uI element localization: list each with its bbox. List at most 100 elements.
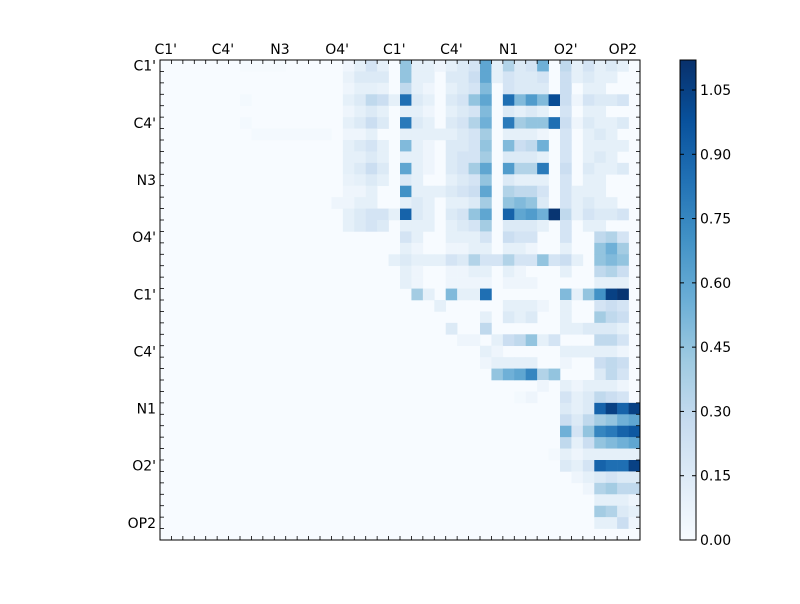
heatmap-cell bbox=[342, 208, 355, 221]
heatmap-cell bbox=[377, 60, 389, 72]
heatmap-cell bbox=[354, 174, 367, 187]
heatmap-cell bbox=[457, 208, 469, 221]
heatmap-cell bbox=[354, 208, 367, 221]
heatmap-cell bbox=[502, 254, 515, 267]
heatmap-cell bbox=[502, 277, 515, 289]
heatmap-cell bbox=[445, 128, 458, 141]
heatmap-cell bbox=[457, 105, 469, 118]
heatmap-cell bbox=[617, 448, 629, 461]
heatmap-cell bbox=[457, 277, 469, 289]
heatmap-cell bbox=[445, 265, 458, 278]
heatmap-cell bbox=[285, 128, 298, 141]
heatmap-cell bbox=[422, 220, 435, 232]
heatmap-cell bbox=[445, 105, 458, 118]
heatmap-cell bbox=[582, 391, 595, 404]
heatmap-cell bbox=[605, 380, 618, 392]
heatmap-cell bbox=[388, 208, 401, 221]
heatmap-cell bbox=[617, 288, 629, 301]
heatmap-cell bbox=[617, 231, 629, 244]
heatmap-cell bbox=[468, 162, 481, 175]
heatmap-cell bbox=[617, 380, 629, 392]
heatmap-cell bbox=[582, 71, 595, 84]
heatmap-cell bbox=[605, 357, 618, 369]
heatmap-cell bbox=[400, 242, 412, 255]
heatmap-cell bbox=[480, 345, 492, 358]
heatmap-cell bbox=[548, 448, 561, 461]
x-tick-label: C4' bbox=[212, 42, 235, 58]
heatmap-cell bbox=[617, 402, 629, 415]
heatmap-cell bbox=[514, 231, 527, 244]
heatmap-cell bbox=[468, 277, 481, 289]
heatmap-cell bbox=[354, 162, 367, 175]
heatmap-cell bbox=[457, 334, 469, 347]
heatmap-cell bbox=[342, 71, 355, 84]
heatmap-cell bbox=[560, 71, 572, 84]
heatmap-cell bbox=[537, 117, 549, 129]
heatmap-cell bbox=[560, 185, 572, 198]
colorbar-tick-label: 1.05 bbox=[700, 83, 731, 99]
x-tick-label: OP2 bbox=[609, 42, 637, 58]
heatmap-cell bbox=[628, 425, 641, 438]
heatmap-cell bbox=[571, 414, 584, 427]
heatmap-cell bbox=[400, 208, 412, 221]
heatmap-cell bbox=[434, 60, 447, 72]
heatmap-cell bbox=[571, 425, 584, 438]
heatmap-cell bbox=[480, 288, 492, 301]
heatmap-cell bbox=[480, 128, 492, 141]
heatmap-cell bbox=[571, 460, 584, 472]
heatmap-cell bbox=[388, 94, 401, 107]
heatmap-cell bbox=[491, 357, 504, 369]
heatmap-cell bbox=[411, 174, 424, 187]
heatmap-cell bbox=[594, 128, 607, 141]
heatmap-cell bbox=[411, 277, 424, 289]
heatmap-cell bbox=[388, 254, 401, 267]
heatmap-cell bbox=[617, 368, 629, 381]
heatmap-cell bbox=[560, 380, 572, 392]
heatmap-cell bbox=[377, 208, 389, 221]
heatmap-cell bbox=[445, 288, 458, 301]
heatmap-cell bbox=[445, 140, 458, 152]
heatmap-cell bbox=[468, 151, 481, 164]
heatmap-cell bbox=[594, 494, 607, 507]
heatmap-cell bbox=[365, 197, 378, 209]
heatmap-cell bbox=[411, 82, 424, 95]
heatmap-cell bbox=[594, 60, 607, 72]
heatmap-cell bbox=[377, 151, 389, 164]
heatmap-cell bbox=[365, 105, 378, 118]
heatmap-cell bbox=[582, 414, 595, 427]
heatmap-cell bbox=[502, 140, 515, 152]
heatmap-cell bbox=[560, 322, 572, 335]
heatmap-cell bbox=[571, 380, 584, 392]
heatmap-cell bbox=[377, 94, 389, 107]
heatmap-cell bbox=[342, 82, 355, 95]
heatmap-cell bbox=[594, 162, 607, 175]
heatmap-cell bbox=[480, 220, 492, 232]
heatmap-cell bbox=[502, 128, 515, 141]
heatmap-cell bbox=[468, 105, 481, 118]
heatmap-cell bbox=[411, 231, 424, 244]
heatmap-cell bbox=[274, 60, 287, 72]
heatmap-cell bbox=[560, 288, 572, 301]
heatmap-cell bbox=[422, 128, 435, 141]
heatmap-cell bbox=[537, 185, 549, 198]
heatmap-cell bbox=[480, 82, 492, 95]
heatmap-cell bbox=[582, 402, 595, 415]
heatmap-cell bbox=[400, 277, 412, 289]
heatmap-cell bbox=[525, 151, 538, 164]
heatmap-cell bbox=[605, 414, 618, 427]
heatmap-cell bbox=[377, 174, 389, 187]
heatmap-cell bbox=[605, 345, 618, 358]
heatmap-cell bbox=[571, 197, 584, 209]
heatmap-cell bbox=[560, 105, 572, 118]
heatmap-cell bbox=[480, 265, 492, 278]
heatmap-cell bbox=[617, 345, 629, 358]
heatmap-cell bbox=[582, 208, 595, 221]
heatmap-cell bbox=[468, 140, 481, 152]
heatmap-cell bbox=[537, 254, 549, 267]
heatmap-cell bbox=[411, 71, 424, 84]
heatmap-cell bbox=[411, 220, 424, 232]
heatmap-cell bbox=[411, 94, 424, 107]
heatmap-cell bbox=[400, 82, 412, 95]
heatmap-cell bbox=[422, 140, 435, 152]
colorbar-tick-label: 0.90 bbox=[700, 147, 731, 163]
